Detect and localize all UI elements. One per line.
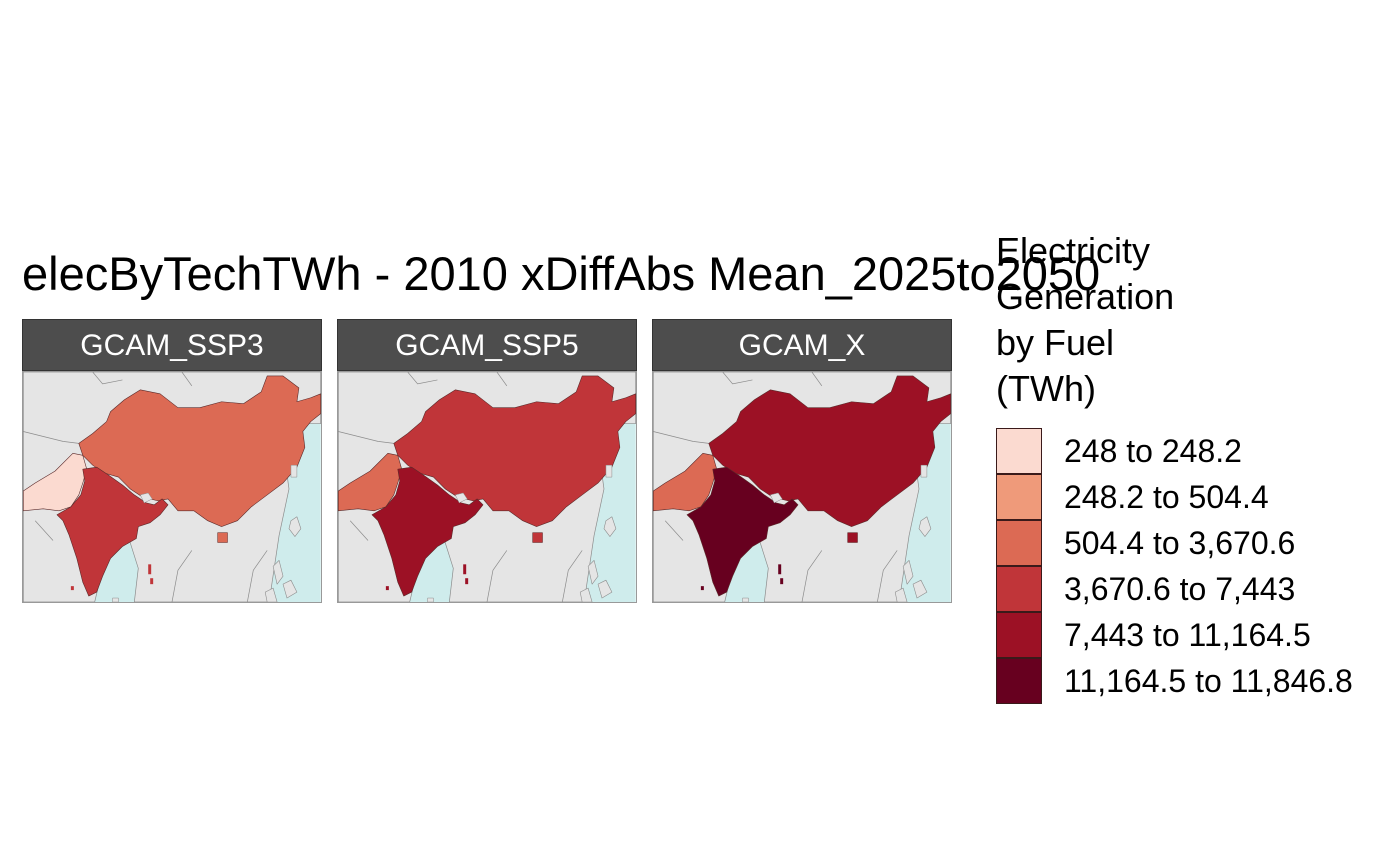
region-india [371,466,484,597]
legend-swatch [996,658,1042,704]
legend-item: 11,164.5 to 11,846.8 [996,658,1353,704]
island [272,560,284,585]
region-china-hainan [532,532,543,543]
sri-lanka [742,597,749,602]
legend-label: 248.2 to 504.4 [1064,478,1269,515]
sri-lanka [427,597,434,602]
legend-item: 248 to 248.2 [996,428,1353,474]
legend-title: Electricity Generation by Fuel (TWh) [996,230,1175,409]
map-panel-ssp3: GCAM_SSP3 [22,319,322,603]
panel-label: GCAM_X [652,319,952,371]
legend-item: 248.2 to 504.4 [996,474,1353,520]
bhutan [140,492,153,504]
island [282,579,298,599]
legend-item: 504.4 to 3,670.6 [996,520,1353,566]
legend-swatch [996,520,1042,566]
island [587,560,599,585]
island [902,560,914,585]
legend-item: 7,443 to 11,164.5 [996,612,1353,658]
region-pakistan [653,452,718,512]
country-borders [653,372,898,602]
country-borders [338,372,583,602]
panel-label: GCAM_SSP3 [22,319,322,371]
legend-label: 248 to 248.2 [1064,432,1242,469]
region-india-islands [385,586,389,591]
chart-title: elecByTechTWh - 2010 xDiffAbs Mean_2025t… [22,247,1101,300]
sri-lanka [112,597,119,602]
region-india-islands [80,570,83,574]
region-india-islands [395,570,398,574]
legend-item: 3,670.6 to 7,443 [996,566,1353,612]
legend-swatch [996,428,1042,474]
taiwan [290,464,298,478]
region-india-islands [70,586,74,591]
region-india-andaman [778,564,782,575]
bhutan [455,492,468,504]
map-x [652,371,952,603]
legend-swatch [996,566,1042,612]
legend-swatch [996,474,1042,520]
legend-label: 3,670.6 to 7,443 [1064,570,1296,607]
map-panel-x: GCAM_X [652,319,952,603]
region-india [686,466,799,597]
legend-label: 7,443 to 11,164.5 [1064,616,1311,653]
island [597,579,613,599]
island [603,516,617,537]
legend-label: 11,164.5 to 11,846.8 [1064,662,1353,699]
island [918,516,932,537]
region-india-andaman [465,578,469,585]
taiwan [605,464,613,478]
region-india-islands [700,586,704,591]
panel-label: GCAM_SSP5 [337,319,637,371]
region-india-andaman [463,564,467,575]
island [288,516,302,537]
region-pakistan [23,452,88,512]
region-china-hainan [217,532,228,543]
region-india [56,466,169,597]
region-india-andaman [150,578,154,585]
island [912,579,928,599]
map-ssp3 [22,371,322,603]
bhutan [770,492,783,504]
island [579,587,593,602]
map-ssp5 [337,371,637,603]
region-pakistan [338,452,403,512]
island [894,587,908,602]
legend-label: 504.4 to 3,670.6 [1064,524,1296,561]
legend: Electricity Generation by Fuel (TWh) 248… [996,228,1353,704]
region-india-islands [710,570,713,574]
island [264,587,278,602]
region-china-hainan [847,532,858,543]
legend-swatch [996,612,1042,658]
region-india-andaman [780,578,784,585]
country-borders [23,372,268,602]
taiwan [920,464,928,478]
region-india-andaman [148,564,152,575]
map-panel-ssp5: GCAM_SSP5 [337,319,637,603]
